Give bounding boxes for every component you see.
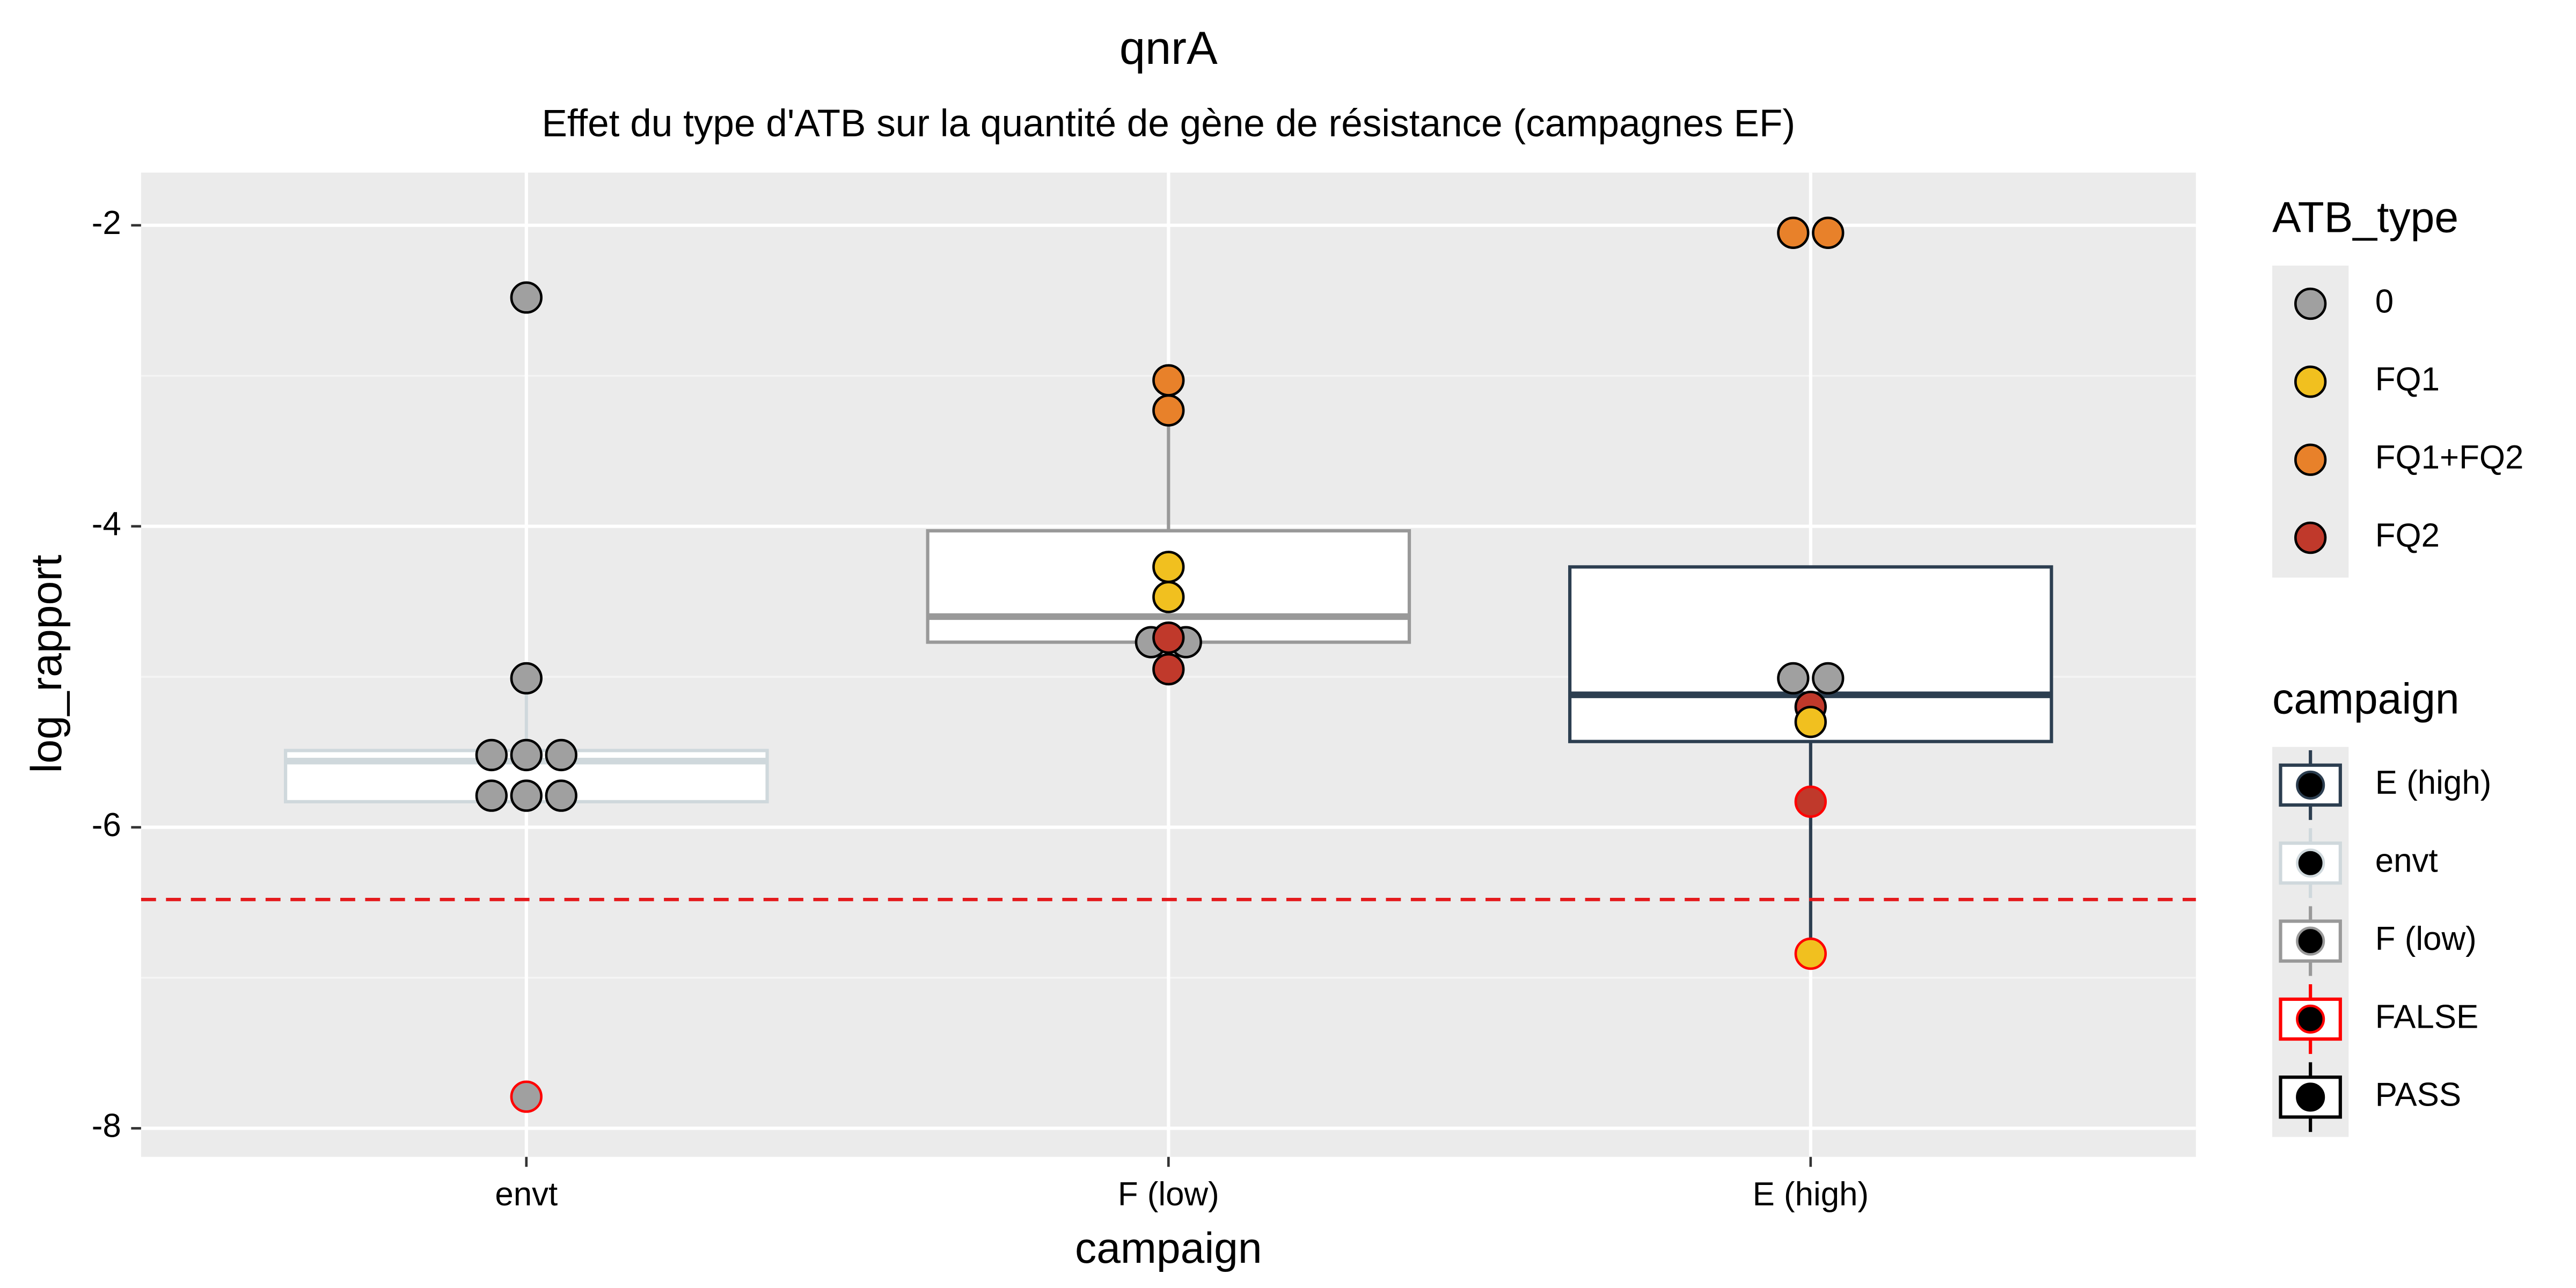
point (545, 738, 577, 772)
point (510, 738, 543, 772)
point (510, 662, 543, 695)
legend-label: FQ1 (2375, 361, 2440, 398)
point (510, 281, 543, 314)
legend-key-point (2296, 770, 2325, 800)
legend-label: E (high) (2375, 764, 2492, 801)
point (1794, 706, 1827, 738)
point (475, 779, 508, 812)
point (545, 779, 577, 812)
legend-label: FQ2 (2375, 517, 2440, 554)
point (1794, 937, 1827, 970)
legend-title: ATB_type (2272, 194, 2458, 242)
legend-label: 0 (2375, 283, 2394, 320)
legend-label: F (low) (2375, 920, 2477, 957)
legend-key-point (2296, 926, 2325, 956)
x-tick-label: F (low) (1118, 1176, 1219, 1213)
legend-label: envt (2375, 843, 2438, 880)
legend-swatch (2294, 443, 2327, 476)
legend-swatch (2294, 287, 2327, 320)
point (1152, 653, 1185, 686)
point (1152, 394, 1185, 427)
point (1812, 216, 1845, 249)
legend-swatch (2294, 521, 2327, 554)
y-tick-label: -4 (92, 506, 121, 543)
chart-subtitle: Effet du type d'ATB sur la quantité de g… (541, 103, 1795, 145)
y-axis-label: log_rapport (23, 555, 71, 773)
box (1568, 565, 2053, 743)
point (510, 1080, 543, 1113)
point (475, 738, 508, 772)
point (1777, 662, 1810, 695)
legend-label: FALSE (2375, 998, 2479, 1035)
point (1777, 216, 1810, 249)
x-axis-label: campaign (1075, 1224, 1262, 1272)
legend-key-point (2296, 1082, 2325, 1112)
point (1794, 785, 1827, 818)
y-tick-label: -2 (92, 204, 121, 241)
point (510, 779, 543, 812)
legend-label: FQ1+FQ2 (2375, 439, 2524, 476)
point (1152, 364, 1185, 397)
x-tick-label: E (high) (1753, 1176, 1869, 1213)
chart-title: qnrA (1119, 23, 1218, 74)
x-tick-label: envt (495, 1176, 558, 1213)
legend-key-point (2296, 1004, 2325, 1034)
y-tick-label: -6 (92, 807, 121, 844)
point (1152, 551, 1185, 583)
legend-label: PASS (2375, 1077, 2461, 1114)
point (1152, 581, 1185, 613)
point (1152, 621, 1185, 654)
point (1812, 662, 1845, 695)
legend-swatch (2294, 365, 2327, 398)
legend-title: campaign (2272, 675, 2460, 723)
legend-key-point (2296, 848, 2325, 878)
y-tick-label: -8 (92, 1108, 121, 1145)
